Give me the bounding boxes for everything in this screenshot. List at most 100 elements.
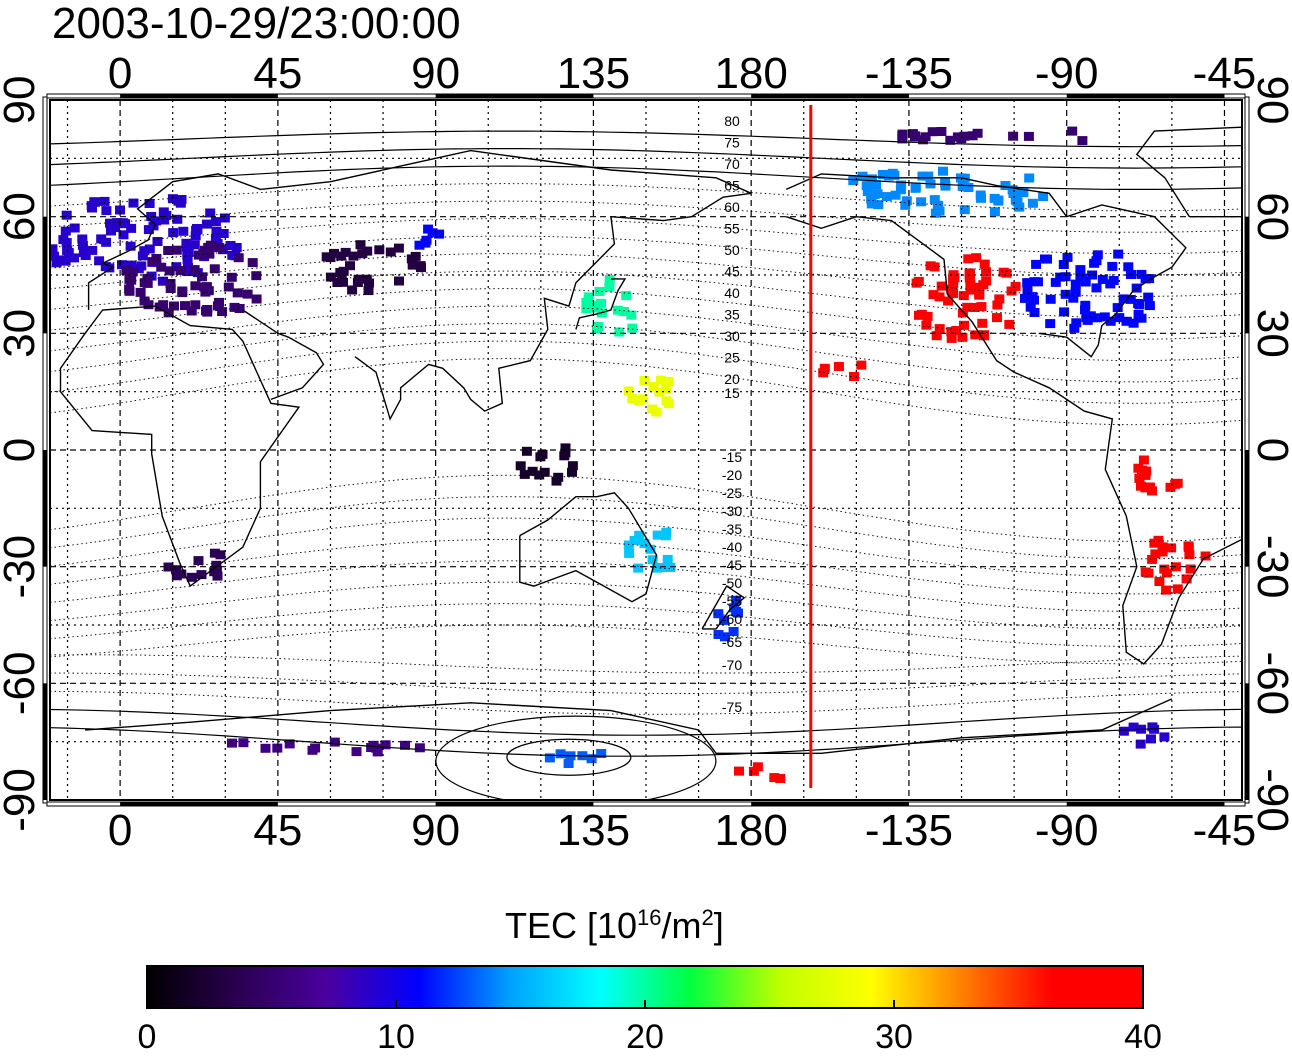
tec-cell [936, 281, 947, 291]
tec-cell [144, 199, 155, 208]
scale-segment [1245, 450, 1249, 567]
tec-cell [336, 270, 347, 280]
tec-cell [1099, 312, 1110, 322]
coastline [1135, 126, 1242, 218]
contour-line [435, 715, 717, 800]
tec-cell [69, 223, 80, 233]
tec-cell [51, 258, 62, 268]
tec-cell [945, 135, 956, 145]
tec-cell [329, 248, 339, 258]
tec-cell [186, 306, 197, 316]
tec-cell [1105, 316, 1116, 326]
tec-cell [621, 291, 632, 301]
tec-cell [971, 253, 982, 263]
tec-cell [1070, 279, 1081, 289]
tec-cell [157, 276, 168, 286]
tec-cell [164, 266, 175, 276]
contour-label: 45 [724, 264, 740, 280]
tec-cell [247, 258, 258, 268]
tec-cell [897, 129, 908, 139]
tec-cell [348, 251, 359, 261]
tec-cell [143, 225, 154, 235]
tec-cell [434, 229, 445, 239]
tec-cell [769, 773, 780, 783]
tec-cell [58, 255, 69, 265]
tec-cell [126, 260, 137, 270]
tec-cell [211, 226, 222, 236]
contour-label: 65 [724, 178, 740, 194]
left-lat-tick-label: -90 [0, 768, 44, 832]
tec-cell [105, 218, 115, 228]
tec-cell [50, 244, 58, 254]
tec-cell [934, 292, 945, 302]
tec-cell [180, 301, 190, 311]
tec-cell [223, 282, 234, 292]
tec-cell [662, 554, 673, 564]
top-lon-tick-label: 90 [411, 49, 460, 98]
tec-cell [1105, 279, 1116, 289]
tec-cell [713, 609, 724, 619]
top-lon-tick-label: -90 [1035, 49, 1099, 98]
tec-cell [911, 278, 922, 288]
left-lat-tick-label: 60 [0, 192, 44, 241]
tec-cell [1004, 319, 1015, 329]
tec-cell [400, 740, 410, 750]
tec-cell [427, 228, 438, 238]
tec-cell [661, 527, 672, 537]
tec-cell [1150, 549, 1161, 559]
tec-cell [173, 196, 184, 206]
tec-cell [539, 467, 550, 477]
tec-cell [321, 252, 332, 262]
tec-cell [1181, 574, 1192, 584]
tec-cell [1025, 302, 1036, 312]
tec-cell [121, 266, 132, 275]
tec-data-layer [50, 126, 1211, 783]
tec-cell [231, 243, 242, 252]
tec-cell [639, 539, 650, 549]
tec-cell [1154, 577, 1165, 586]
tec-cell [657, 563, 667, 572]
tec-cell [994, 294, 1005, 304]
tec-cell [866, 199, 877, 209]
tec-cell [61, 238, 72, 247]
tec-cell [544, 753, 555, 763]
tec-cell [372, 747, 383, 757]
bottom-scale-bar [46, 801, 1246, 807]
tec-cell [1128, 722, 1139, 732]
tec-cell [1000, 181, 1011, 190]
contour-label: -70 [722, 657, 742, 673]
tec-cell [172, 214, 183, 224]
tec-cell [1089, 258, 1100, 268]
tec-cell [202, 219, 212, 229]
tec-cell [183, 267, 194, 276]
tec-cell [877, 170, 888, 179]
tec-cell [629, 535, 640, 545]
tec-cell [182, 254, 193, 264]
tec-cell [713, 630, 724, 639]
contour-line [50, 690, 1242, 715]
contour-label: 40 [724, 285, 740, 301]
tec-cell [1143, 292, 1154, 302]
tec-cell [175, 266, 186, 275]
tec-cell [364, 278, 374, 288]
tec-cell [969, 303, 980, 312]
tec-cell [748, 766, 759, 776]
tec-cell [818, 368, 829, 378]
contour-line [50, 496, 1242, 560]
contour-line [50, 305, 1242, 362]
tec-cell [934, 324, 945, 334]
tec-cell [214, 243, 225, 253]
contour-label: -20 [722, 467, 742, 483]
tec-cell [596, 298, 607, 308]
contour-line [50, 148, 1242, 169]
tec-cell [215, 550, 226, 560]
tec-cell [1172, 584, 1183, 594]
tec-cell [1081, 313, 1092, 323]
contour-label: 15 [724, 385, 740, 401]
tec-cell [910, 183, 921, 193]
tec-cell [190, 281, 201, 291]
contour-line [50, 340, 1242, 404]
tec-cell [104, 263, 115, 273]
coastline [519, 492, 658, 603]
tec-cell [407, 260, 418, 270]
